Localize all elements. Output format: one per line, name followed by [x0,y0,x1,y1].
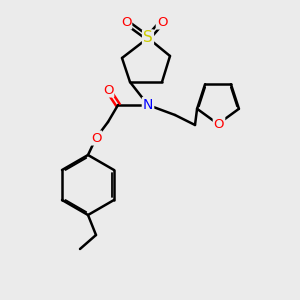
Text: S: S [143,31,153,46]
Text: O: O [121,16,131,28]
Text: O: O [157,16,167,28]
Text: O: O [91,131,101,145]
Text: O: O [214,118,224,130]
Text: N: N [143,98,153,112]
Text: O: O [103,83,113,97]
